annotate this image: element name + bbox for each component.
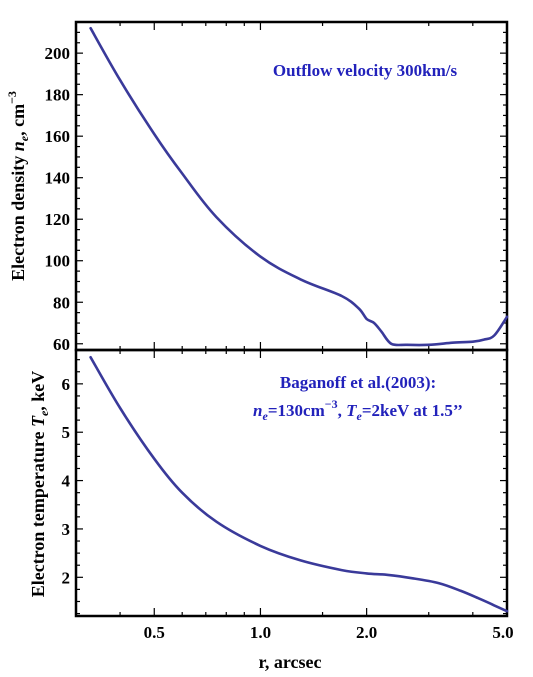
xtick-label: 5.0 [492, 623, 513, 642]
top-ytick-label: 200 [45, 44, 71, 63]
xtick-label: 0.5 [144, 623, 165, 642]
top-ytick-label: 140 [45, 169, 71, 188]
top-y-ticks: 60 80 100 120 140 160 180 200 [45, 31, 507, 354]
bottom-ytick-label: 4 [62, 472, 71, 491]
top-ytick-label: 160 [45, 127, 71, 146]
top-ytick-label: 180 [45, 86, 71, 105]
top-ytick-label: 80 [53, 293, 70, 312]
bottom-series-line [89, 356, 509, 613]
bottom-y-axis-label: Electron temperature Te, keV [28, 371, 51, 598]
bottom-ytick-label: 3 [62, 520, 71, 539]
xtick-label: 1.0 [250, 623, 271, 642]
top-ytick-label: 100 [45, 252, 71, 271]
bottom-y-ticks: 2 3 4 5 6 [62, 359, 507, 615]
top-y-axis-label: Electron density ne, cm−3 [5, 91, 31, 281]
x-axis-label: r, arcsec [259, 652, 322, 672]
top-series-line [89, 26, 509, 347]
xtick-label: 2.0 [356, 623, 377, 642]
bottom-ytick-label: 2 [62, 568, 71, 587]
bottom-ytick-label: 5 [62, 423, 71, 442]
bottom-annotation-line2: ne=130cm−3, Te=2keV at 1.5’’ [253, 397, 463, 423]
top-ytick-label: 60 [53, 335, 70, 354]
x-ticks: 0.5 1.0 2.0 5.0 [75, 22, 514, 642]
top-annotation: Outflow velocity 300km/s [273, 61, 458, 80]
bottom-annotation-line1: Baganoff et al.(2003): [280, 373, 436, 392]
top-ytick-label: 120 [45, 210, 71, 229]
bottom-panel-frame [74, 348, 509, 618]
bottom-ytick-label: 6 [62, 375, 71, 394]
